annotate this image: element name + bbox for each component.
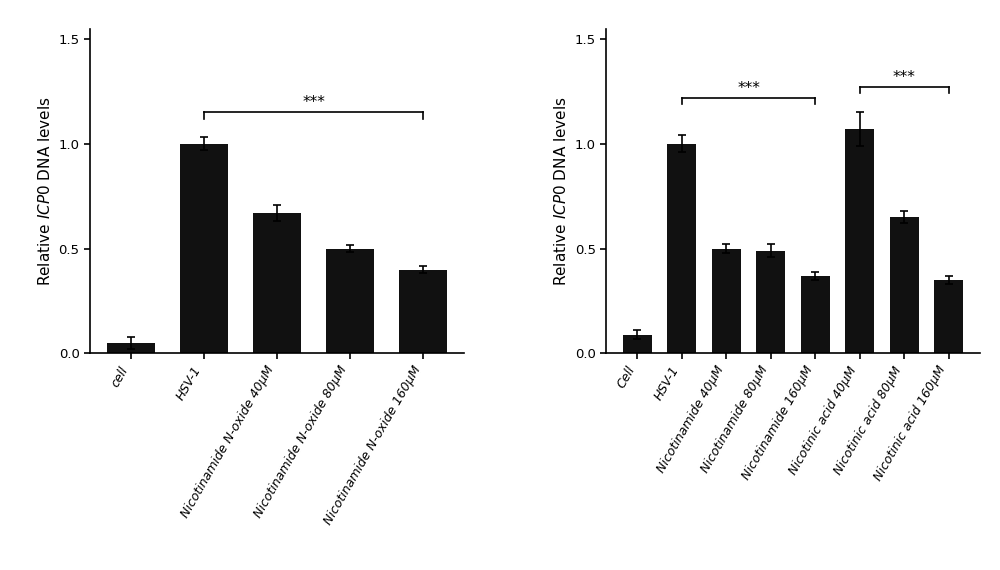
Bar	[253, 213, 301, 353]
Bar	[934, 280, 963, 353]
Text: ***: ***	[737, 80, 760, 96]
Text: ***: ***	[893, 70, 916, 85]
Bar	[712, 249, 741, 353]
Bar	[667, 144, 696, 353]
Bar	[801, 276, 830, 353]
Y-axis label: Relative $\it{ICP0}$ DNA levels: Relative $\it{ICP0}$ DNA levels	[553, 96, 569, 286]
Bar	[845, 129, 874, 353]
Bar	[326, 249, 374, 353]
Bar	[756, 251, 785, 353]
Text: ***: ***	[302, 95, 325, 110]
Bar	[399, 270, 447, 353]
Y-axis label: Relative $\it{ICP0}$ DNA levels: Relative $\it{ICP0}$ DNA levels	[37, 96, 53, 286]
Bar	[180, 144, 228, 353]
Bar	[623, 335, 652, 353]
Bar	[890, 217, 919, 353]
Bar	[107, 343, 155, 353]
